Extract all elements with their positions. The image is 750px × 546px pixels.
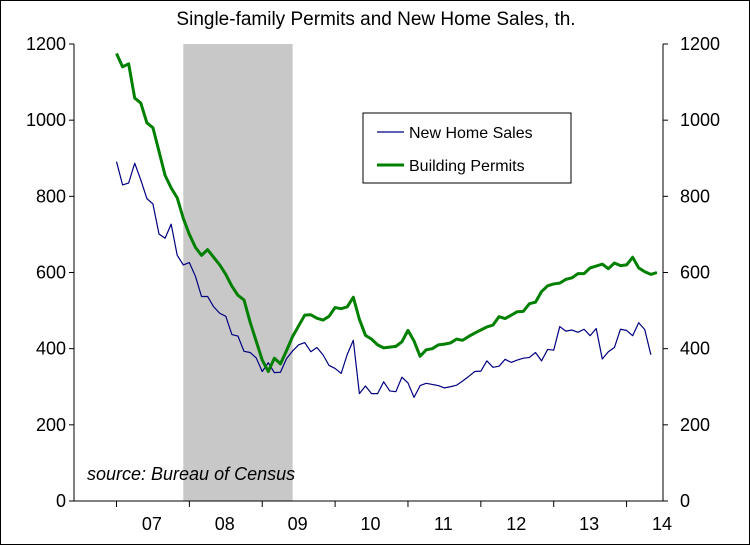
x-tick-label: 13 — [579, 514, 599, 534]
right-y-tick-label: 200 — [680, 415, 710, 435]
right-y-tick-label: 600 — [680, 263, 710, 283]
left-y-tick-label: 800 — [36, 186, 66, 206]
chart-title: Single-family Permits and New Home Sales… — [176, 9, 575, 30]
recession-shading — [183, 44, 293, 501]
left-y-tick-label: 0 — [56, 491, 66, 511]
right-y-tick-label: 0 — [680, 491, 690, 511]
legend-label-new-home-sales: New Home Sales — [409, 125, 533, 142]
legend-box — [362, 112, 572, 184]
x-tick-label: 10 — [361, 514, 381, 534]
legend-label-building-permits: Building Permits — [409, 158, 525, 175]
right-y-tick-label: 400 — [680, 339, 710, 359]
right-y-tick-label: 1200 — [680, 34, 720, 54]
recession-shading-layer — [183, 44, 293, 501]
right-y-tick-label: 1000 — [680, 110, 720, 130]
left-y-tick-label: 1200 — [26, 34, 66, 54]
left-y-axis: 0 200 400 600 800 1000 1200 — [26, 34, 74, 511]
left-y-tick-label: 600 — [36, 263, 66, 283]
x-tick-label: 14 — [652, 514, 672, 534]
series-layer — [115, 52, 658, 399]
source-annotation: source: Bureau of Census — [87, 464, 295, 484]
left-y-tick-label: 400 — [36, 339, 66, 359]
legend: New Home Sales Building Permits — [362, 112, 572, 184]
x-axis: 07 08 09 10 11 12 13 14 — [116, 501, 672, 534]
right-y-axis: 0 200 400 600 800 1000 1200 — [663, 34, 720, 511]
x-tick-label: 12 — [506, 514, 526, 534]
left-y-tick-label: 200 — [36, 415, 66, 435]
x-tick-label: 07 — [142, 514, 162, 534]
series-line-building-permits — [115, 52, 658, 374]
right-y-tick-label: 800 — [680, 186, 710, 206]
left-y-tick-label: 1000 — [26, 110, 66, 130]
x-tick-label: 08 — [215, 514, 235, 534]
series-line-new-home-sales — [115, 161, 652, 399]
x-tick-label: 11 — [434, 514, 453, 534]
x-tick-label: 09 — [288, 514, 308, 534]
